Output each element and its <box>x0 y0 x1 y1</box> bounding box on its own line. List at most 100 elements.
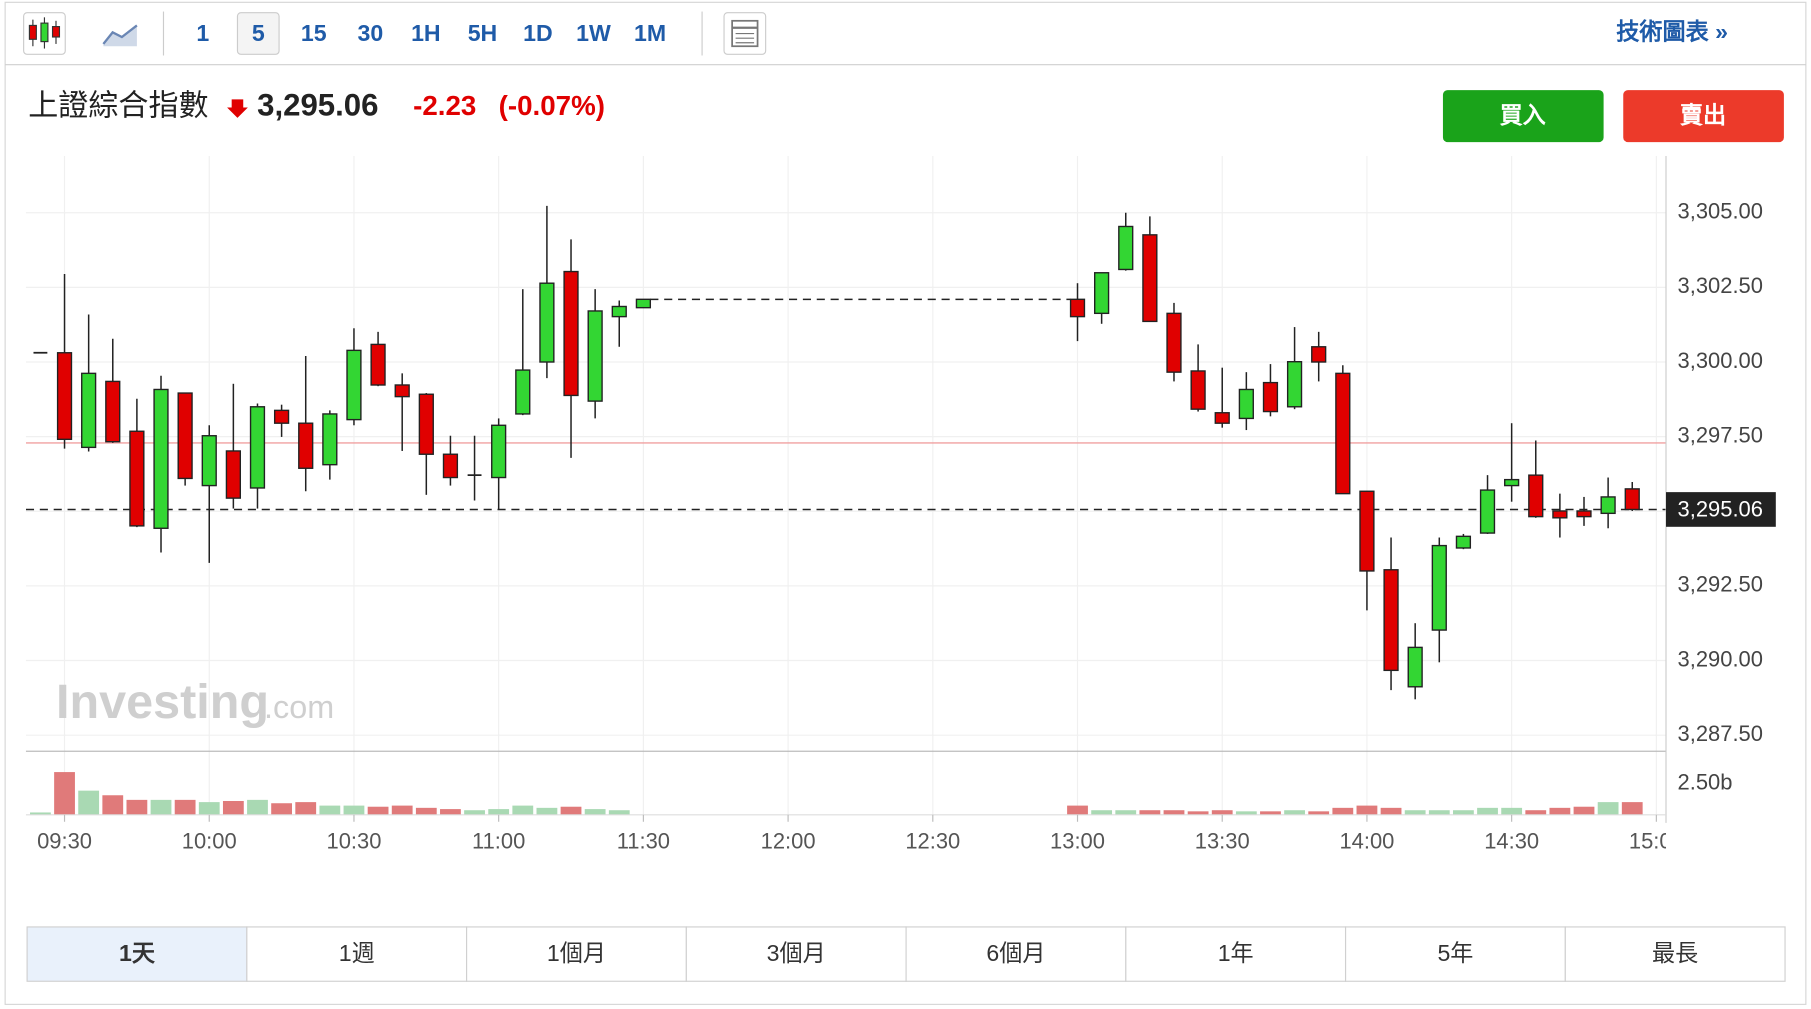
candle-body <box>611 305 627 318</box>
volume-bar <box>584 809 606 815</box>
range-tab-label[interactable]: 1個月 <box>547 940 606 966</box>
candle-body <box>587 310 603 402</box>
range-tab[interactable] <box>905 926 1127 982</box>
interval-button[interactable]: 15 <box>301 20 327 46</box>
candle-body <box>1262 381 1279 413</box>
sell-button[interactable] <box>1623 90 1784 143</box>
x-tick-label: 10:00 <box>182 828 237 853</box>
x-tick-label: 12:30 <box>905 828 960 853</box>
interval-button[interactable]: 1M <box>634 20 666 46</box>
candle-body <box>1359 490 1375 572</box>
x-tick-label: 13:00 <box>1050 828 1105 853</box>
x-tick-label: 11:00 <box>472 828 525 853</box>
candle-body <box>1504 478 1520 487</box>
interval-button[interactable]: 1W <box>576 20 611 46</box>
volume-bar <box>30 812 51 815</box>
y-tick-label: 3,302.50 <box>1678 273 1763 298</box>
volume-bar <box>1573 806 1595 815</box>
volume-bar <box>126 799 148 815</box>
sell-label[interactable]: 賣出 <box>1680 102 1726 128</box>
candle-icon[interactable] <box>23 12 66 55</box>
range-tab-label[interactable]: 最長 <box>1652 940 1698 966</box>
candle-body <box>515 369 531 415</box>
candle-body <box>346 349 362 421</box>
interval-button[interactable]: 5 <box>252 20 265 46</box>
candle-body <box>153 388 169 529</box>
candle-body <box>563 270 579 397</box>
frame <box>4 1 1807 1005</box>
tech-chart-link[interactable]: 技術圖表 » <box>1616 19 1728 45</box>
interval-button[interactable]: 30 <box>358 20 384 46</box>
candle-body <box>1094 272 1110 315</box>
last-price-tag-label: 3,295.06 <box>1678 496 1763 521</box>
candle-body <box>177 392 193 480</box>
volume-bar <box>343 805 365 815</box>
range-tab[interactable] <box>1344 926 1566 982</box>
buy-label[interactable]: 買入 <box>1500 102 1546 128</box>
candle-body <box>1286 361 1303 408</box>
buy-button[interactable] <box>1442 90 1604 143</box>
volume-bar <box>1115 810 1137 815</box>
range-tab[interactable] <box>1564 926 1786 982</box>
range-tab-label[interactable]: 3個月 <box>767 940 826 966</box>
candle-body <box>1190 370 1206 410</box>
candle-body <box>1118 225 1134 271</box>
line-icon[interactable] <box>102 24 138 47</box>
candle-body <box>1383 569 1399 672</box>
layout-icon[interactable] <box>723 12 767 55</box>
interval-button[interactable]: 1H <box>411 20 441 46</box>
candle-body <box>201 435 217 487</box>
interval-button[interactable]: 1 <box>196 20 209 46</box>
candle-body <box>105 380 121 443</box>
volume-bar <box>1404 810 1426 815</box>
price-change: -2.23 <box>413 90 476 121</box>
candle-body <box>539 282 555 363</box>
candle-body <box>1166 312 1182 373</box>
y-tick-label: 3,300.00 <box>1678 348 1763 373</box>
interval-button[interactable]: 1D <box>523 20 553 46</box>
range-tab-label[interactable]: 1週 <box>339 940 375 966</box>
volume-bar <box>319 805 341 815</box>
range-tab[interactable] <box>466 926 687 982</box>
instrument-name: 上證綜合指數 <box>28 89 208 122</box>
candle-body <box>1624 488 1640 511</box>
volume-bar <box>271 803 293 815</box>
volume-bar <box>440 809 461 815</box>
range-tab-label[interactable]: 1年 <box>1218 940 1254 966</box>
volume-bar <box>415 807 437 815</box>
y-tick-label: 3,292.50 <box>1678 572 1763 597</box>
range-tab[interactable] <box>1125 926 1347 982</box>
volume-bar <box>391 805 413 815</box>
x-tick-label: 14:00 <box>1339 828 1394 853</box>
x-tick-labels: 09:30 10:00 10:30 11:00 11:30 12:00 12:30 13:00… <box>37 828 1666 853</box>
price-change-pct: (-0.07%) <box>499 90 605 121</box>
volume-bar <box>78 790 100 815</box>
volume-bar <box>1356 805 1378 815</box>
y-tick-label: 3,287.50 <box>1678 721 1763 746</box>
range-tab[interactable] <box>685 926 907 982</box>
x-tick-label: 14:30 <box>1484 828 1539 853</box>
volume-bar <box>1187 811 1209 815</box>
last-price-tag <box>1666 492 1776 527</box>
volume-bar <box>1235 811 1257 815</box>
volume-bar <box>54 772 75 815</box>
range-tab-label[interactable]: 1天 <box>119 940 156 966</box>
volume-bar <box>1163 810 1185 815</box>
volume-bar <box>1549 807 1571 815</box>
volume-bar <box>1332 807 1354 815</box>
x-tick-label: 12:00 <box>761 828 816 853</box>
last-price: 3,295.06 <box>257 88 378 123</box>
candle-body <box>1600 496 1616 515</box>
candle-body <box>298 422 314 469</box>
volume-bar <box>367 806 389 815</box>
range-tab[interactable] <box>26 926 248 982</box>
candle-body <box>1576 510 1592 518</box>
interval-button[interactable]: 5H <box>468 20 498 46</box>
candle-body <box>1335 372 1351 495</box>
volume-bar <box>150 799 172 815</box>
range-tab-label[interactable]: 6個月 <box>986 940 1045 966</box>
volume-bar <box>1428 810 1450 815</box>
range-tab-label[interactable]: 5年 <box>1437 940 1473 966</box>
